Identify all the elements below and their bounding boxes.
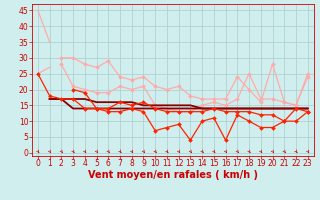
X-axis label: Vent moyen/en rafales ( km/h ): Vent moyen/en rafales ( km/h ) [88,170,258,180]
